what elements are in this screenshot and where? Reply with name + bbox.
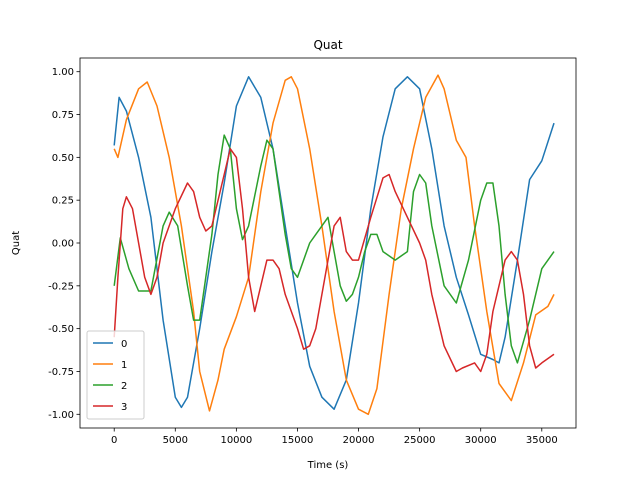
x-axis-label: Time (s) bbox=[307, 460, 349, 471]
y-tick-label: -0.75 bbox=[48, 367, 74, 378]
y-tick-label: 0.25 bbox=[52, 196, 74, 207]
x-tick-label: 15000 bbox=[282, 435, 314, 446]
x-tick-label: 5000 bbox=[163, 435, 188, 446]
chart-title: Quat bbox=[313, 38, 342, 52]
legend: 0 1 2 3 bbox=[86, 330, 145, 420]
legend-entry-1: 1 bbox=[121, 360, 127, 371]
y-tick-label: -1.00 bbox=[48, 410, 74, 421]
y-axis-label: Quat bbox=[11, 231, 22, 255]
y-axis: -1.00 -0.75 -0.50 -0.25 0.00 0.25 0.50 0.75 1.00 bbox=[48, 67, 80, 421]
y-tick-label: 1.00 bbox=[52, 67, 74, 78]
series-line-3 bbox=[113, 148, 555, 373]
series-line-2 bbox=[113, 134, 555, 364]
series-line-0 bbox=[113, 76, 555, 410]
x-tick-label: 30000 bbox=[465, 435, 497, 446]
y-tick-label: 0.75 bbox=[52, 110, 74, 121]
x-tick-label: 25000 bbox=[404, 435, 436, 446]
y-tick-label: -0.25 bbox=[48, 281, 74, 292]
x-tick-label: 0 bbox=[111, 435, 117, 446]
y-tick-label: -0.50 bbox=[48, 324, 74, 335]
x-axis: 0 5000 10000 15000 20000 25000 30000 35000 bbox=[111, 428, 558, 446]
y-tick-label: 0.50 bbox=[52, 153, 74, 164]
legend-box bbox=[86, 330, 145, 420]
legend-entry-2: 2 bbox=[121, 381, 127, 392]
x-tick-label: 35000 bbox=[526, 435, 558, 446]
x-tick-label: 20000 bbox=[343, 435, 375, 446]
x-tick-label: 10000 bbox=[220, 435, 252, 446]
series-layer bbox=[113, 74, 555, 416]
legend-entry-0: 0 bbox=[121, 339, 127, 350]
y-tick-label: 0.00 bbox=[52, 239, 74, 250]
legend-entry-3: 3 bbox=[121, 402, 127, 413]
